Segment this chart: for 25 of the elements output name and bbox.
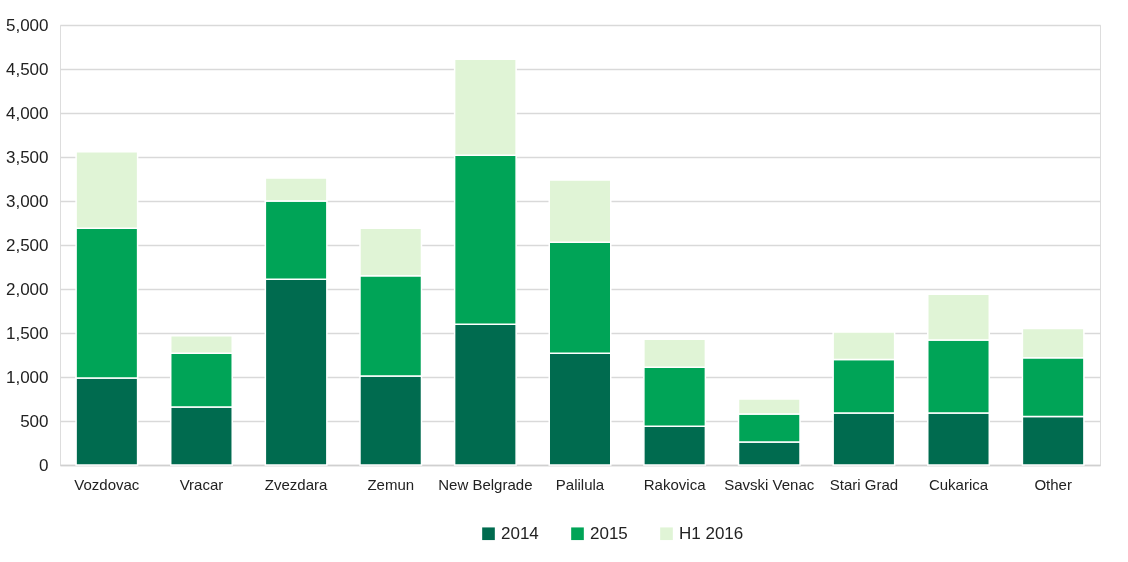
x-tick-label: Rakovica <box>643 475 707 493</box>
y-tick-label: 2,000 <box>5 279 49 299</box>
x-tick-label: Vracar <box>179 475 224 493</box>
y-tick-label: 2,500 <box>5 235 49 255</box>
y-tick-label: 1,500 <box>5 323 49 343</box>
x-tick-label: New Belgrade <box>438 475 533 493</box>
legend-label: H1 2016 <box>679 523 744 543</box>
y-tick-label: 0 <box>39 455 49 475</box>
x-tick-label: Zvezdara <box>264 475 329 493</box>
x-tick-label: Other <box>1034 475 1072 493</box>
x-tick-label: Stari Grad <box>829 475 899 493</box>
legend-label: 2015 <box>590 523 628 543</box>
x-tick-label: Savski Venac <box>724 475 815 493</box>
y-tick-label: 5,000 <box>5 15 49 35</box>
y-tick-label: 500 <box>20 411 49 431</box>
x-tick-label: Vozdovac <box>74 475 140 493</box>
y-tick-label: 3,500 <box>5 147 49 167</box>
y-tick-label: 3,000 <box>5 191 49 211</box>
x-tick-label: Cukarica <box>928 475 989 493</box>
x-tick-label: Palilula <box>555 475 605 493</box>
x-tick-label: Zemun <box>367 475 415 493</box>
y-tick-label: 4,000 <box>5 103 49 123</box>
legend-label: 2014 <box>501 523 539 543</box>
y-tick-label: 1,000 <box>5 367 49 387</box>
y-tick-label: 4,500 <box>5 59 49 79</box>
